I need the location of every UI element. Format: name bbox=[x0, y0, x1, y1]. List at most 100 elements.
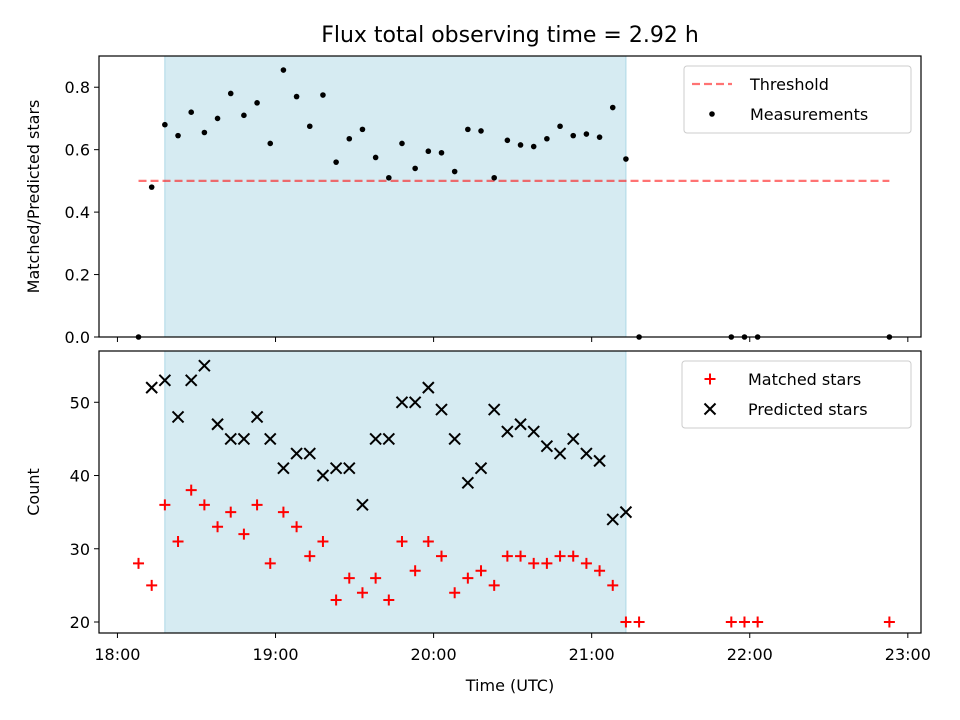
data-point bbox=[517, 142, 524, 148]
data-point bbox=[254, 100, 260, 106]
y-tick-label: 0.0 bbox=[65, 328, 90, 347]
data-point bbox=[304, 550, 316, 562]
data-point bbox=[633, 616, 645, 628]
data-point bbox=[544, 135, 550, 142]
data-point bbox=[185, 484, 197, 496]
data-point bbox=[567, 432, 580, 446]
data-point bbox=[580, 447, 593, 460]
data-point bbox=[462, 572, 474, 584]
axes-frame bbox=[98, 350, 922, 634]
data-point bbox=[408, 396, 422, 409]
observing-window-span bbox=[164, 55, 627, 338]
data-point bbox=[175, 132, 181, 139]
data-point bbox=[145, 381, 158, 394]
data-point bbox=[238, 528, 250, 540]
data-point bbox=[594, 565, 606, 577]
data-point bbox=[329, 461, 343, 475]
data-point bbox=[356, 498, 369, 512]
data-point bbox=[343, 461, 356, 475]
legend-box bbox=[683, 65, 912, 134]
data-point bbox=[504, 137, 511, 144]
data-point bbox=[515, 550, 527, 562]
data-point bbox=[293, 93, 300, 100]
observing-window-span bbox=[164, 350, 627, 634]
data-point bbox=[449, 587, 461, 599]
y-tick-label: 0.6 bbox=[65, 141, 90, 160]
data-point bbox=[478, 128, 484, 134]
data-point bbox=[320, 92, 326, 98]
data-point bbox=[451, 168, 458, 175]
data-point bbox=[343, 572, 355, 584]
data-point bbox=[198, 359, 211, 372]
x-axis-label: Time (UTC) bbox=[465, 676, 554, 695]
data-point bbox=[596, 134, 603, 140]
data-point bbox=[241, 112, 247, 119]
data-point bbox=[225, 506, 237, 518]
y-tick-label: 0.4 bbox=[65, 203, 90, 222]
data-point bbox=[553, 447, 567, 460]
data-point bbox=[395, 396, 409, 409]
data-point bbox=[383, 594, 395, 606]
data-point bbox=[277, 461, 290, 475]
data-point bbox=[570, 132, 577, 139]
data-point bbox=[620, 616, 632, 628]
data-point bbox=[382, 432, 396, 446]
data-point bbox=[554, 550, 566, 562]
data-point bbox=[557, 123, 563, 130]
data-point bbox=[412, 165, 418, 172]
data-point bbox=[461, 476, 475, 490]
data-point bbox=[606, 513, 619, 526]
data-point bbox=[346, 135, 353, 142]
data-point bbox=[528, 557, 540, 569]
data-point bbox=[623, 156, 629, 162]
y-tick-label: 20 bbox=[70, 613, 90, 632]
data-point bbox=[224, 432, 237, 446]
data-point bbox=[356, 587, 368, 599]
data-point bbox=[530, 143, 537, 150]
series-predicted-stars bbox=[145, 359, 633, 526]
data-point bbox=[425, 148, 432, 155]
count-panel: 20 30 40 50 18:00 19:00 20:00 21:00 22:00 23:00 Co… bbox=[24, 350, 931, 695]
legend-label: Measurements bbox=[750, 105, 868, 124]
data-point bbox=[501, 425, 514, 438]
y-axis-label: Matched/Predicted stars bbox=[24, 100, 43, 294]
data-point bbox=[448, 432, 461, 446]
data-point bbox=[488, 579, 500, 591]
data-point bbox=[211, 418, 224, 431]
data-point bbox=[264, 432, 277, 446]
data-point bbox=[198, 499, 210, 511]
y-tick-label: 30 bbox=[70, 540, 90, 559]
data-point bbox=[162, 121, 168, 128]
data-point bbox=[725, 616, 737, 628]
data-point bbox=[752, 616, 764, 628]
data-point bbox=[883, 616, 895, 628]
data-point bbox=[540, 440, 554, 453]
data-point bbox=[227, 90, 234, 97]
axes-frame bbox=[98, 55, 922, 338]
data-point bbox=[185, 374, 198, 387]
x-tick-label: 18:00 bbox=[94, 645, 140, 664]
legend-label: Matched stars bbox=[748, 370, 861, 389]
data-point bbox=[316, 469, 330, 482]
data-point bbox=[250, 410, 264, 424]
x-tick-label: 20:00 bbox=[411, 645, 457, 664]
data-point bbox=[386, 174, 392, 181]
y-tick-label: 0.2 bbox=[65, 266, 90, 285]
series-measurements bbox=[135, 67, 893, 340]
data-point bbox=[527, 425, 540, 438]
data-point bbox=[267, 140, 274, 147]
chart-title: Flux total observing time = 2.92 h bbox=[321, 23, 699, 48]
legend-matched-swatch bbox=[704, 373, 716, 385]
data-point bbox=[306, 123, 313, 130]
data-point bbox=[567, 550, 579, 562]
data-point bbox=[330, 594, 342, 606]
legend-measurements-swatch bbox=[709, 111, 715, 117]
y-tick-label: 40 bbox=[70, 467, 90, 486]
data-point bbox=[436, 550, 447, 562]
legend-predicted-swatch bbox=[703, 402, 717, 416]
legend-label: Predicted stars bbox=[748, 400, 868, 419]
data-point bbox=[291, 521, 303, 533]
legend-label: Threshold bbox=[749, 75, 829, 94]
data-point bbox=[514, 418, 527, 431]
